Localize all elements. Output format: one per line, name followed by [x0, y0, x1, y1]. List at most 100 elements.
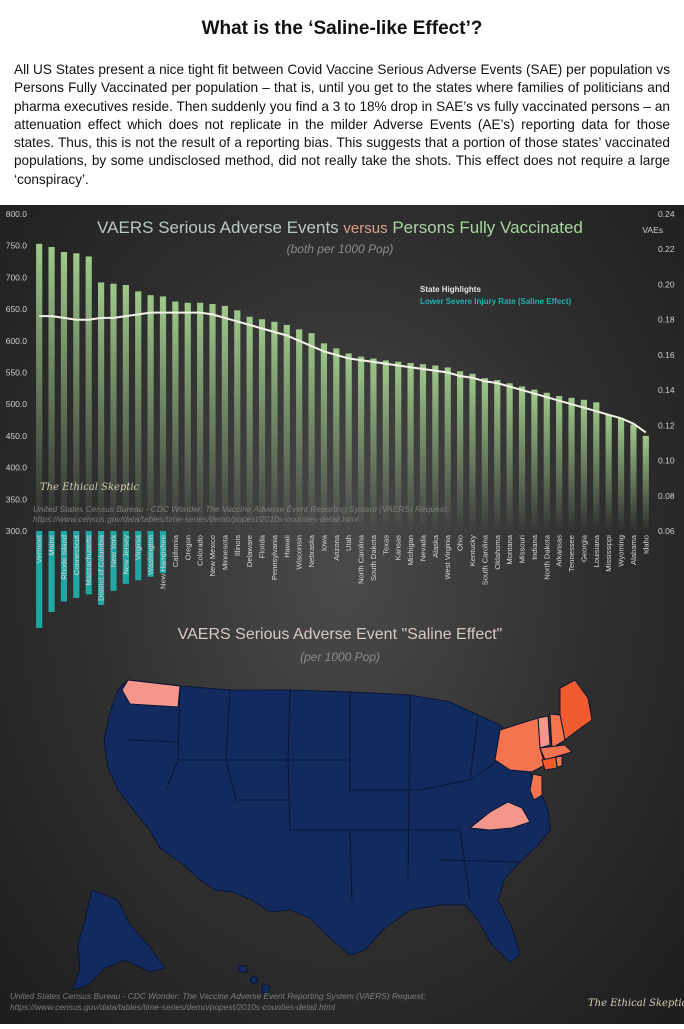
y2-tick-label: 0.22	[658, 244, 675, 254]
highlight-bar	[36, 531, 43, 628]
bar	[159, 296, 167, 531]
highlight-bar	[73, 531, 80, 598]
y-tick-label: 350.0	[6, 494, 28, 504]
bar-chart-subtitle: (both per 1000 Pop)	[287, 242, 394, 256]
bar	[184, 302, 191, 531]
chart-panel: VAERS Serious Adverse Events versus Pers…	[0, 205, 684, 1024]
y2-axis-ticks: 0.24 0.22 0.20 0.18 0.16 0.14 0.12 0.10 0.08 0.06	[658, 209, 675, 536]
x-tick-label: South Dakota	[369, 534, 378, 581]
x-tick-label: Alabama	[629, 534, 638, 565]
y2-tick-label: 0.10	[658, 456, 675, 466]
map-state-virginia	[468, 801, 531, 831]
map-source-line-2: https://www.census.gov/data/tables/time-…	[10, 1002, 336, 1012]
x-tick-label: Oklahoma	[493, 534, 502, 569]
x-tick-label: Minnesota	[220, 534, 229, 570]
x-tick-label: Colorado	[196, 535, 205, 566]
bar	[283, 324, 290, 531]
y-tick-label: 700.0	[6, 272, 28, 282]
map-title: VAERS Serious Adverse Event "Saline Effe…	[178, 626, 503, 643]
x-tick-label: Nevada	[418, 534, 427, 561]
map-state-borders	[127, 685, 521, 901]
bar	[568, 397, 575, 531]
y2-tick-label: 0.08	[658, 491, 675, 501]
x-tick-label: Oregon	[183, 535, 192, 560]
x-tick-label: Wyoming	[617, 535, 626, 567]
y-tick-label: 750.0	[6, 241, 28, 251]
x-tick-label: Tennessee	[567, 535, 576, 572]
y-tick-label: 300.0	[6, 526, 28, 536]
legend-saline-effect: Lower Severe Injury Rate (Saline Effect)	[420, 297, 571, 306]
x-tick-label: Montana	[505, 534, 514, 564]
y2-tick-label: 0.14	[658, 385, 675, 395]
y2-axis-label: VAEs	[642, 225, 663, 235]
map-state-rhode-island	[555, 755, 563, 768]
map-state-new-york	[494, 717, 546, 773]
x-tick-label: Rhode Island	[59, 535, 68, 580]
bar	[246, 316, 253, 531]
highlight-bar	[110, 531, 117, 591]
y-axis-ticks: 800.0 750.0 700.0 650.0 600.0 550.0 500.0 450.0…	[6, 209, 28, 536]
bar	[518, 386, 526, 531]
bar	[209, 304, 216, 531]
map-chart: VAERS Serious Adverse Event "Saline Effe…	[10, 626, 684, 1012]
map-alaska	[71, 889, 166, 991]
bar	[605, 414, 612, 531]
bar	[642, 435, 649, 531]
bar	[258, 319, 266, 531]
source-line-2: https://www.census.gov/data/tables/time-…	[33, 514, 359, 524]
x-tick-label: North Carolina	[357, 534, 366, 584]
x-tick-label: New Jersey	[121, 535, 130, 575]
bar	[556, 395, 563, 531]
bar	[147, 295, 154, 531]
bar-chart-title-part1: VAERS Serious Adverse Events	[97, 218, 343, 237]
highlight-bar	[60, 531, 68, 602]
map-state-new-hampshire	[549, 713, 566, 749]
x-tick-label: Michigan	[406, 535, 415, 565]
bar	[444, 367, 451, 531]
bar-chart-title-part2: versus	[343, 220, 387, 237]
map-contiguous-us	[103, 679, 551, 963]
x-tick-label: Texas	[381, 535, 390, 555]
x-axis-labels: Vermont Maine Rhode Island Connecticut Massa…	[35, 534, 651, 601]
x-tick-label: Massachusetts	[84, 535, 93, 586]
x-tick-label: Utah	[344, 535, 353, 551]
bar	[370, 358, 377, 531]
x-tick-label: Ohio	[456, 535, 465, 551]
highlight-bar	[135, 531, 142, 581]
trend-line	[39, 311, 647, 434]
y2-tick-label: 0.20	[658, 279, 675, 289]
source-line-1: United States Census Bureau - CDC Wonder…	[33, 504, 449, 514]
x-tick-label: Indiana	[530, 534, 539, 560]
brand-watermark-top: The Ethical Skeptic	[40, 482, 140, 493]
bars	[36, 243, 649, 532]
map-state-massachusetts	[539, 744, 573, 761]
bar	[469, 373, 476, 531]
x-tick-label: Pennsylvania	[270, 534, 279, 580]
x-tick-label: Wisconsin	[295, 535, 304, 570]
y-tick-label: 800.0	[6, 209, 28, 219]
x-tick-label: Virginia	[134, 534, 143, 560]
x-tick-label: Mississippi	[604, 535, 613, 572]
x-tick-label: Connecticut	[72, 534, 81, 575]
bar	[73, 253, 80, 532]
highlight-bar	[159, 531, 167, 574]
x-tick-label: Washington	[146, 535, 155, 575]
y2-tick-label: 0.12	[658, 420, 675, 430]
y2-tick-label: 0.16	[658, 350, 675, 360]
bar	[494, 380, 501, 531]
bar	[617, 418, 625, 531]
highlight-bars	[36, 531, 167, 628]
x-tick-label: West Virginia	[443, 534, 452, 579]
bar	[506, 383, 513, 531]
bar	[60, 252, 68, 532]
map-state-washington	[121, 679, 181, 708]
x-tick-label: Arkansas	[555, 535, 564, 567]
y2-tick-label: 0.18	[658, 315, 675, 325]
x-tick-label: North Dakota	[542, 534, 551, 580]
x-tick-label: Illinois	[233, 535, 242, 556]
bar	[122, 285, 129, 531]
highlight-bar	[85, 531, 92, 595]
x-tick-label: Kentucky	[468, 535, 477, 566]
y-tick-label: 500.0	[6, 399, 28, 409]
map-hawaii	[237, 965, 271, 995]
